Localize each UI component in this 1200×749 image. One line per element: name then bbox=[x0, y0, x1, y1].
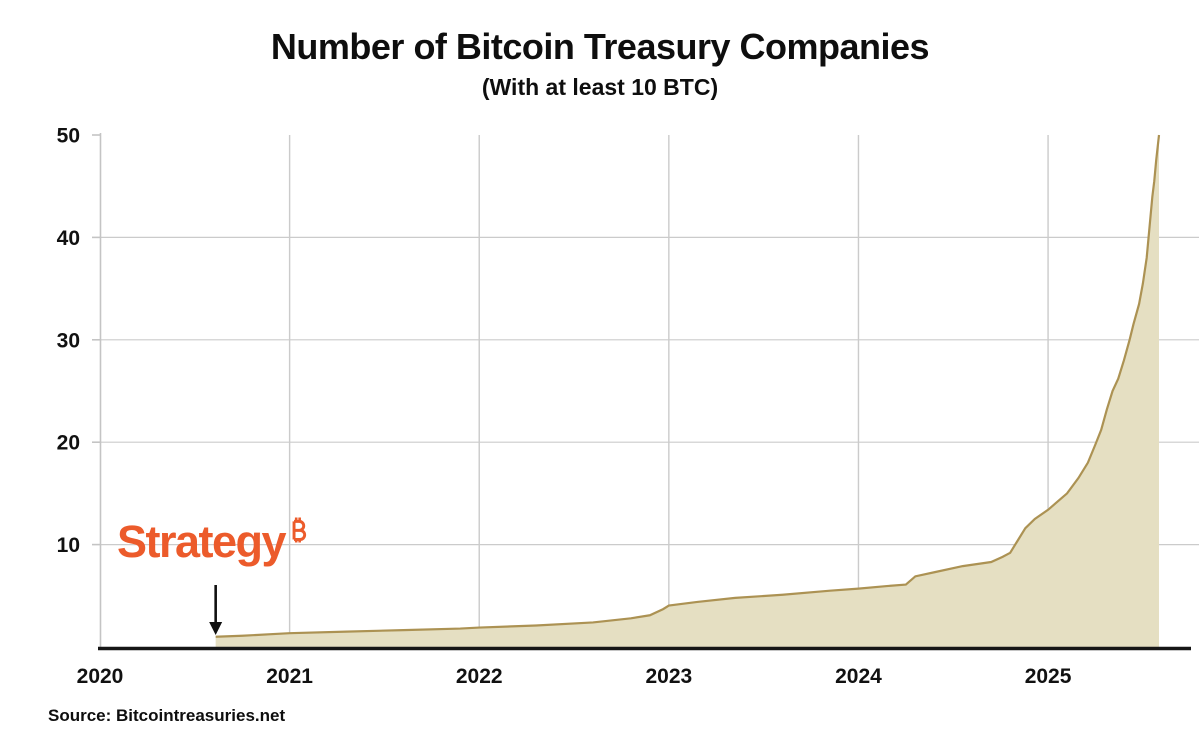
bitcoin-icon bbox=[292, 517, 307, 543]
x-tick-label: 2021 bbox=[266, 665, 313, 688]
axes bbox=[98, 133, 1191, 651]
gridlines bbox=[100, 135, 1199, 647]
y-axis-ticks bbox=[92, 134, 100, 546]
y-tick-label: 10 bbox=[57, 534, 80, 557]
strategy-logo: Strategy bbox=[117, 516, 307, 567]
trend-line bbox=[215, 134, 1161, 638]
y-tick-label: 40 bbox=[57, 227, 80, 250]
page-subtitle: (With at least 10 BTC) bbox=[481, 74, 719, 100]
y-axis-labels: 10 20 30 40 50 bbox=[57, 125, 80, 558]
x-axis-labels: 2020 2021 2022 2023 2024 2025 bbox=[77, 665, 1072, 688]
strategy-arrow bbox=[209, 585, 223, 635]
y-tick-label: 50 bbox=[57, 125, 80, 148]
strategy-logo-text: Strategy bbox=[117, 516, 287, 567]
page-title: Number of Bitcoin Treasury Companies bbox=[270, 26, 930, 67]
y-tick-label: 20 bbox=[57, 432, 80, 455]
source-note: Source: Bitcointreasuries.net bbox=[48, 706, 286, 725]
x-tick-label: 2023 bbox=[645, 665, 692, 688]
area-fill bbox=[215, 135, 1160, 647]
arrow-head bbox=[209, 622, 223, 635]
x-tick-label: 2024 bbox=[835, 665, 882, 688]
x-tick-label: 2022 bbox=[456, 665, 503, 688]
y-tick-label: 30 bbox=[57, 329, 80, 352]
x-tick-label: 2025 bbox=[1025, 665, 1072, 688]
x-tick-label: 2020 bbox=[77, 665, 124, 688]
